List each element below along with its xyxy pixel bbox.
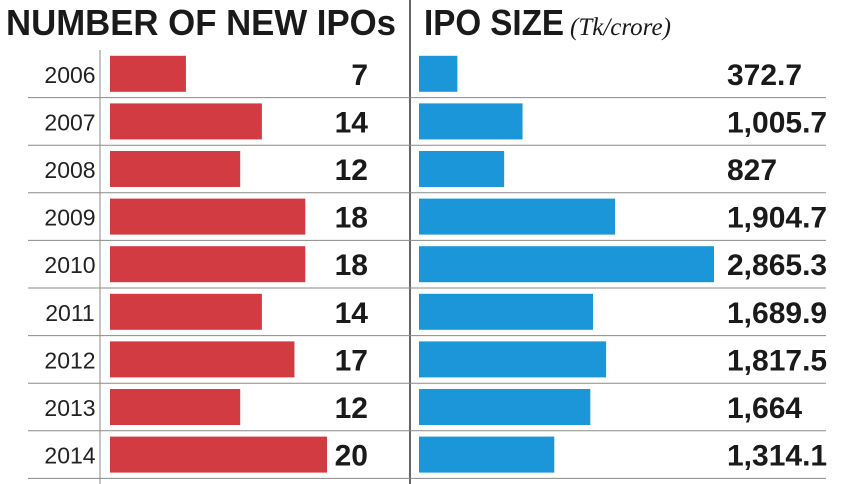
ipo-size-value: 1,664 xyxy=(727,392,802,425)
ipo-count-bar xyxy=(110,246,306,283)
year-label: 2010 xyxy=(44,252,95,278)
ipo-size-bar xyxy=(419,151,505,187)
ipo-count-bar xyxy=(110,341,295,378)
ipo-count-value: 12 xyxy=(335,392,368,425)
year-label: 2014 xyxy=(44,443,95,469)
ipo-count-value: 18 xyxy=(335,249,368,282)
ipo-size-bar xyxy=(419,389,591,425)
ipo-count-value: 12 xyxy=(335,154,368,187)
ipo-count-value: 17 xyxy=(335,344,368,377)
year-label: 2008 xyxy=(44,157,95,183)
ipo-size-value: 372.7 xyxy=(727,59,802,92)
ipo-size-value: 2,865.3 xyxy=(727,249,827,282)
ipo-size-value: 1,904.7 xyxy=(727,202,827,235)
ipo-count-bar xyxy=(110,103,262,140)
ipo-count-bar xyxy=(110,55,186,92)
year-label: 2006 xyxy=(44,62,95,88)
ipo-size-bar xyxy=(419,246,714,283)
ipo-count-bar xyxy=(110,389,241,425)
ipo-count-value: 14 xyxy=(335,297,369,330)
year-label: 2012 xyxy=(44,347,95,373)
year-label: 2011 xyxy=(45,300,94,326)
left-panel-title: NUMBER OF NEW IPOs xyxy=(6,2,396,43)
ipo-size-value: 1,817.5 xyxy=(727,344,827,377)
ipo-count-bar xyxy=(110,436,327,473)
ipo-count-value: 18 xyxy=(335,202,368,235)
chart-rows: 2006 7 372.7 2007 14 1,005.7 2008 12 827 2009 18 1,… xyxy=(28,55,827,479)
ipo-size-bar xyxy=(419,55,458,92)
ipo-count-value: 7 xyxy=(351,59,368,92)
year-label: 2009 xyxy=(44,205,95,231)
ipo-count-bar xyxy=(110,293,262,330)
ipo-size-value: 1,005.7 xyxy=(727,106,827,139)
year-label: 2007 xyxy=(44,109,95,135)
ipo-size-bar xyxy=(419,341,607,378)
ipo-count-value: 14 xyxy=(335,106,369,139)
ipo-size-bar xyxy=(419,103,523,140)
ipo-count-bar xyxy=(110,151,241,187)
right-panel-title: IPO SIZE xyxy=(424,2,564,43)
year-label: 2013 xyxy=(44,395,95,421)
ipo-size-value: 1,314.1 xyxy=(727,440,827,473)
ipo-count-bar xyxy=(110,198,306,235)
ipo-size-value: 1,689.9 xyxy=(727,297,827,330)
ipo-size-value: 827 xyxy=(727,154,777,187)
ipo-size-bar xyxy=(419,436,555,473)
ipo-size-bar xyxy=(419,198,616,235)
ipo-count-value: 20 xyxy=(335,440,368,473)
ipo-size-bar xyxy=(419,293,593,330)
right-panel-subtitle: (Tk/crore) xyxy=(570,14,671,41)
